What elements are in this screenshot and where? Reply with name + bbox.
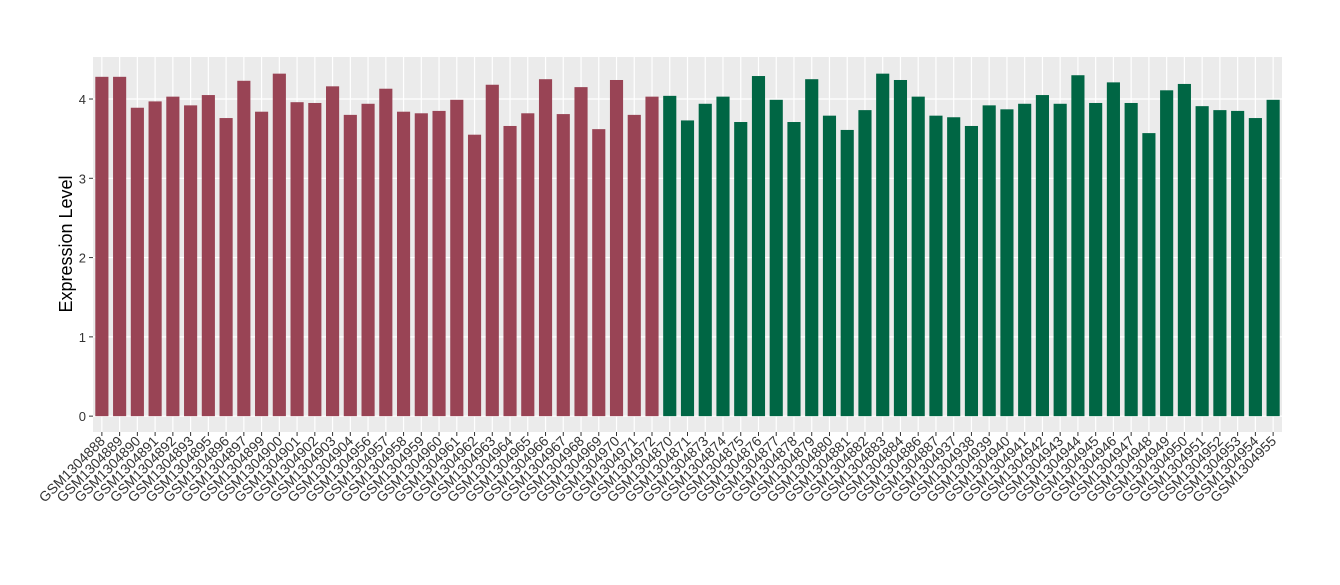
bar <box>1160 90 1174 417</box>
bar <box>308 102 322 417</box>
bar <box>1053 103 1067 417</box>
bar <box>1089 102 1103 417</box>
bar <box>911 96 925 417</box>
bar <box>1248 118 1262 417</box>
bar <box>698 103 712 417</box>
bar <box>95 76 109 417</box>
bar <box>840 129 854 417</box>
bar <box>1142 133 1156 417</box>
bar <box>396 111 411 417</box>
bar <box>237 80 251 417</box>
bar <box>574 87 588 417</box>
y-tick-label: 4 <box>79 92 86 107</box>
bar <box>929 115 943 417</box>
bar <box>1266 99 1280 417</box>
bar <box>1177 83 1191 417</box>
bar <box>805 79 819 417</box>
bar <box>343 114 357 417</box>
bar <box>538 79 553 417</box>
bar <box>680 120 695 417</box>
bar <box>432 110 446 417</box>
bar <box>450 99 464 417</box>
bar <box>503 125 517 417</box>
bar <box>521 113 535 417</box>
bar <box>716 96 730 417</box>
bar <box>255 111 269 417</box>
bar <box>130 107 144 417</box>
bar <box>1195 106 1209 417</box>
bar <box>1018 103 1032 417</box>
bar <box>822 115 837 417</box>
bar <box>1213 110 1227 417</box>
bar <box>326 86 340 417</box>
y-tick-label: 2 <box>79 251 86 266</box>
bar <box>769 99 783 417</box>
bar <box>627 114 641 417</box>
bar <box>982 105 996 417</box>
bar <box>201 95 215 417</box>
y-axis-title: Expression Level <box>56 175 76 312</box>
bar <box>485 84 499 417</box>
bar <box>751 76 766 417</box>
bar <box>113 76 127 417</box>
bar <box>1231 110 1245 417</box>
bar <box>609 79 624 417</box>
bar <box>148 101 162 417</box>
bar <box>964 125 979 417</box>
bar <box>1071 75 1085 417</box>
bar <box>876 73 890 417</box>
bar <box>361 103 375 417</box>
bar <box>947 117 961 417</box>
bar <box>467 134 482 417</box>
bar <box>645 96 659 417</box>
bar <box>1035 95 1049 417</box>
bar <box>592 129 606 417</box>
bar <box>184 105 198 417</box>
bar <box>787 122 801 417</box>
bar <box>272 73 286 417</box>
y-tick-label: 0 <box>79 409 86 424</box>
bar <box>1106 82 1120 417</box>
y-tick-label: 3 <box>79 171 86 186</box>
bar <box>1000 109 1014 417</box>
bar <box>663 95 677 417</box>
bar <box>219 118 233 417</box>
bar <box>166 96 180 417</box>
bar <box>734 122 748 417</box>
bar <box>414 113 428 417</box>
bar <box>556 114 570 417</box>
bar <box>893 79 908 417</box>
bar <box>1124 102 1138 417</box>
y-tick-label: 1 <box>79 330 86 345</box>
bar <box>379 88 393 417</box>
bar <box>290 102 304 417</box>
bar <box>858 110 872 417</box>
